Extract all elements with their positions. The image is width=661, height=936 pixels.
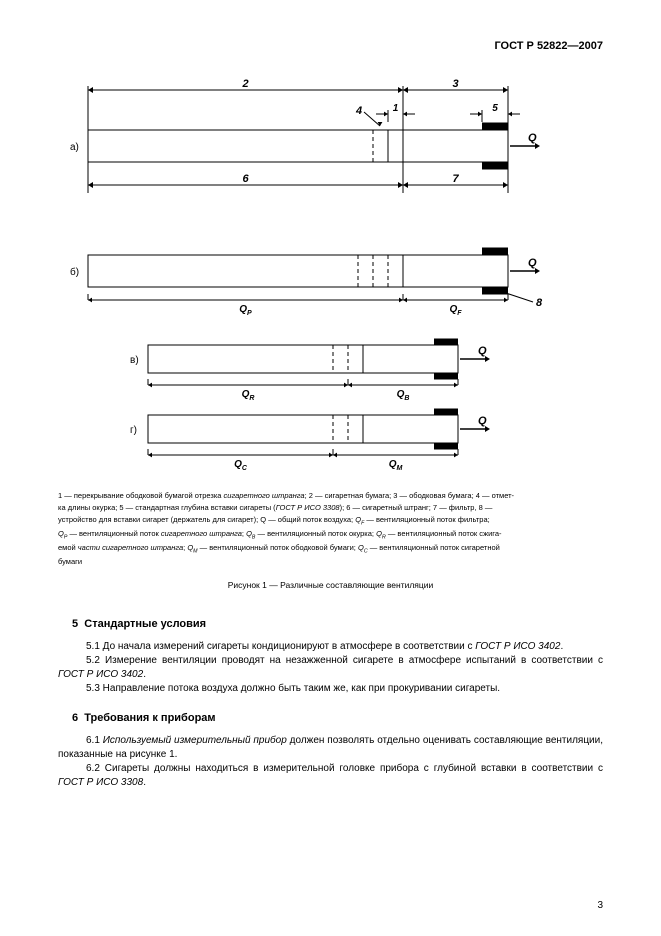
svg-text:Q: Q	[528, 257, 537, 269]
para: 6.1 Используемый измерительный прибор до…	[58, 734, 603, 762]
section-heading: 6 Требования к приборам	[72, 712, 603, 724]
svg-text:б): б)	[70, 266, 79, 278]
section-heading: 5 Стандартные условия	[72, 618, 603, 630]
svg-text:7: 7	[452, 173, 459, 185]
svg-text:8: 8	[536, 297, 543, 309]
svg-text:QB: QB	[397, 389, 410, 402]
para: 5.1 До начала измерений сигареты кондици…	[58, 640, 603, 654]
svg-text:а): а)	[70, 142, 79, 153]
figure-1-diagram: 2 3 4 1 5 а) Qб) Qв) Qг) Q 6 7 8 QP QF QR QB QC QM	[58, 70, 603, 475]
svg-text:QC: QC	[234, 459, 248, 472]
page-number: 3	[597, 900, 603, 911]
svg-text:1: 1	[393, 103, 399, 114]
svg-text:г): г)	[130, 425, 137, 436]
svg-text:Q: Q	[478, 415, 487, 427]
figure-legend: 1 — перекрывание ободковой бумагой отрез…	[58, 490, 603, 568]
svg-text:5: 5	[492, 103, 498, 114]
svg-text:QF: QF	[449, 304, 462, 317]
svg-text:QM: QM	[389, 459, 403, 472]
svg-text:6: 6	[242, 173, 249, 185]
doc-header: ГОСТ Р 52822—2007	[58, 40, 603, 52]
svg-text:QP: QP	[239, 304, 252, 317]
document-page: ГОСТ Р 52822—2007 2 3 4 1 5 а) Qб) Qв) Qг) Q 6 7 8 QP…	[0, 0, 661, 936]
svg-text:QR: QR	[242, 389, 255, 402]
section-5: 5 Стандартные условия 5.1 До начала изме…	[58, 618, 603, 696]
svg-text:4: 4	[355, 105, 362, 117]
para: 5.2 Измерение вентиляции проводят на нез…	[58, 654, 603, 682]
section-6: 6 Требования к приборам 6.1 Используемый…	[58, 712, 603, 790]
para: 5.3 Направление потока воздуха должно бы…	[58, 682, 603, 696]
figure-caption: Рисунок 1 — Различные составляющие венти…	[58, 580, 603, 590]
svg-text:3: 3	[452, 78, 458, 90]
svg-text:Q: Q	[528, 132, 537, 144]
svg-text:в): в)	[130, 355, 139, 366]
svg-text:Q: Q	[478, 345, 487, 357]
svg-text:2: 2	[241, 78, 248, 90]
para: 6.2 Сигареты должны находиться в измерит…	[58, 762, 603, 790]
